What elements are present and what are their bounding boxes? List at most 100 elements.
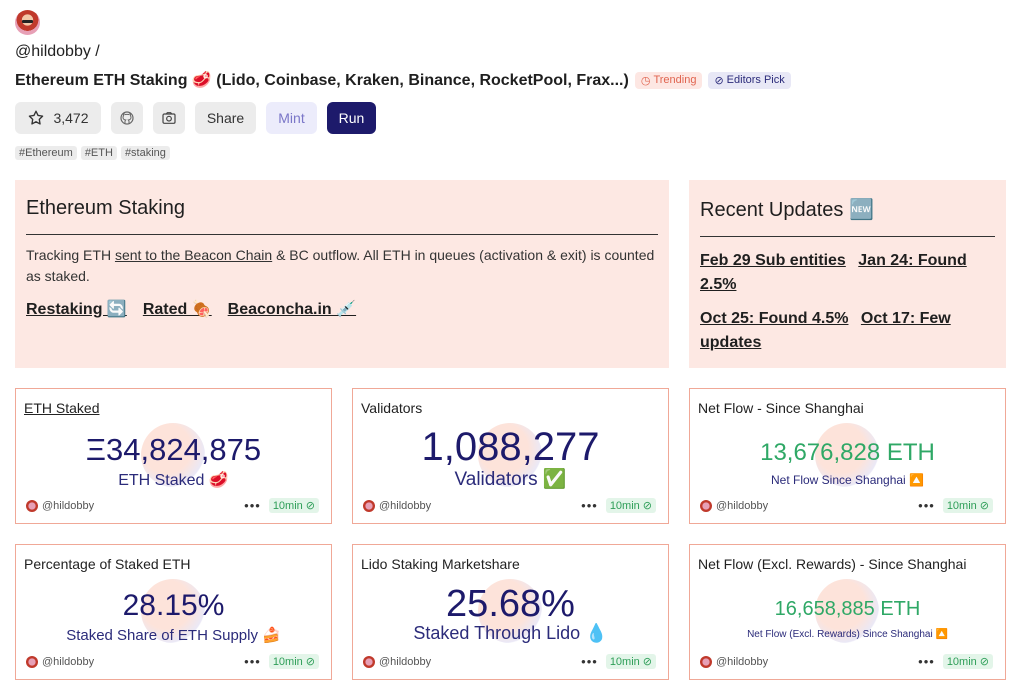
divider — [26, 234, 658, 235]
card-subtitle: Validators ✅ — [454, 469, 567, 490]
restaking-link[interactable]: Restaking 🔄 — [26, 301, 127, 318]
check-circle-icon: ⊘ — [714, 74, 724, 87]
tag-ethereum[interactable]: #Ethereum — [15, 146, 77, 160]
tag-eth[interactable]: #ETH — [80, 146, 117, 160]
refresh-badge: 10min ⊘ — [605, 498, 656, 513]
author-avatar-icon — [363, 499, 375, 512]
card-subtitle: Net Flow (Excl. Rewards) Since Shanghai … — [747, 629, 948, 640]
more-options-icon[interactable]: ••• — [581, 498, 598, 513]
trending-label: Trending — [653, 74, 697, 86]
divider — [700, 236, 995, 237]
dashboard-title-line: Ethereum ETH Staking 🥩 (Lido, Coinbase, … — [15, 70, 791, 90]
camera-icon — [162, 112, 176, 124]
tag-list: #Ethereum #ETH #staking — [15, 146, 170, 160]
more-options-icon[interactable]: ••• — [244, 654, 261, 669]
card-title[interactable]: ETH Staked — [24, 400, 100, 416]
author-avatar-icon — [26, 655, 38, 668]
refresh-badge: 10min ⊘ — [268, 654, 319, 669]
update-link[interactable]: Oct 25: Found 4.5% — [700, 310, 849, 327]
star-button[interactable]: 3,472 — [15, 102, 101, 134]
card-watermark — [141, 423, 205, 487]
run-button[interactable]: Run — [327, 102, 376, 134]
editors-pick-label: Editors Pick — [726, 74, 785, 86]
card-author[interactable]: @hildobby — [42, 499, 95, 512]
beacon-chain-link[interactable]: sent to the Beacon Chain — [114, 247, 273, 263]
card-footer: @hildobby ••• 10min ⊘ — [26, 654, 319, 669]
card-watermark — [815, 423, 879, 487]
beaconchain-link[interactable]: Beaconcha.in 💉 — [227, 301, 357, 318]
counter-card[interactable]: Lido Staking Marketshare 25.68% Staked T… — [352, 544, 669, 680]
counter-card[interactable]: Net Flow (Excl. Rewards) - Since Shangha… — [689, 544, 1006, 680]
author-avatar-icon — [26, 499, 38, 512]
check-circle-icon: ⊘ — [642, 500, 652, 512]
check-circle-icon: ⊘ — [979, 656, 989, 668]
toolbar: 3,472 Share Mint Run — [15, 102, 376, 134]
check-circle-icon: ⊘ — [305, 656, 315, 668]
intro-panel: Ethereum Staking Tracking ETH sent to th… — [15, 180, 669, 368]
updates-list: Feb 29 Sub entities Jan 24: Found 2.5% O… — [700, 249, 970, 355]
card-author[interactable]: @hildobby — [42, 655, 95, 668]
card-title: Net Flow (Excl. Rewards) - Since Shangha… — [698, 556, 967, 572]
check-circle-icon: ⊘ — [979, 500, 989, 512]
star-icon — [29, 110, 44, 125]
update-link[interactable]: Jan 24: Found 2.5% — [700, 252, 967, 293]
card-subtitle: Staked Share of ETH Supply 🍰 — [66, 627, 281, 644]
refresh-time: 10min — [609, 499, 640, 512]
card-title: Net Flow - Since Shanghai — [698, 400, 864, 416]
check-circle-icon: ⊘ — [305, 500, 315, 512]
update-link[interactable]: Oct 17: Few updates — [700, 310, 951, 351]
intro-text-start: Tracking ETH — [26, 247, 115, 263]
counter-card[interactable]: Percentage of Staked ETH 28.15% Staked S… — [15, 544, 332, 680]
mint-button[interactable]: Mint — [266, 102, 317, 134]
card-author[interactable]: @hildobby — [716, 499, 769, 512]
refresh-time: 10min — [272, 655, 303, 668]
star-count: 3,472 — [53, 110, 89, 126]
card-value: 16,658,885 ETH — [774, 598, 921, 620]
intro-text: Tracking ETH sent to the Beacon Chain & … — [26, 245, 658, 287]
more-options-icon[interactable]: ••• — [244, 498, 261, 513]
card-author[interactable]: @hildobby — [379, 655, 432, 668]
more-options-icon[interactable]: ••• — [918, 654, 935, 669]
card-value: 1,088,277 — [421, 425, 600, 469]
refresh-time: 10min — [272, 499, 303, 512]
card-footer: @hildobby ••• 10min ⊘ — [700, 654, 993, 669]
refresh-badge: 10min ⊘ — [942, 498, 993, 513]
card-author[interactable]: @hildobby — [379, 499, 432, 512]
recent-updates-panel: Recent Updates 🆕 Feb 29 Sub entities Jan… — [689, 180, 1006, 368]
author-breadcrumb[interactable]: @hildobby / — [15, 43, 100, 60]
card-footer: @hildobby ••• 10min ⊘ — [26, 498, 319, 513]
card-subtitle: Staked Through Lido 💧 — [413, 623, 608, 643]
rated-link[interactable]: Rated 🍖 — [142, 301, 212, 318]
card-watermark — [478, 423, 542, 487]
card-subtitle: ETH Staked 🥩 — [118, 472, 229, 489]
refresh-time: 10min — [609, 655, 640, 668]
counter-card[interactable]: Validators 1,088,277 Validators ✅ @hildo… — [352, 388, 669, 524]
screenshot-button[interactable] — [153, 102, 185, 134]
update-link[interactable]: Feb 29 Sub entities — [700, 252, 846, 269]
card-watermark — [815, 579, 879, 643]
counter-card[interactable]: ETH Staked Ξ34,824,875 ETH Staked 🥩 @hil… — [15, 388, 332, 524]
github-button[interactable] — [111, 102, 143, 134]
github-icon — [120, 111, 134, 125]
updates-title: Recent Updates 🆕 — [700, 199, 874, 221]
refresh-badge: 10min ⊘ — [942, 654, 993, 669]
avatar[interactable] — [15, 10, 40, 35]
intro-text-end: & BC outflow. All ETH in queues (activat… — [26, 247, 655, 284]
share-button[interactable]: Share — [195, 102, 256, 134]
counter-card[interactable]: Net Flow - Since Shanghai 13,676,828 ETH… — [689, 388, 1006, 524]
clock-icon: ◷ — [640, 74, 651, 87]
card-title: Validators — [361, 400, 423, 416]
card-title: Lido Staking Marketshare — [361, 556, 520, 572]
refresh-time: 10min — [946, 655, 977, 668]
tag-staking[interactable]: #staking — [120, 146, 170, 160]
more-options-icon[interactable]: ••• — [918, 498, 935, 513]
refresh-badge: 10min ⊘ — [268, 498, 319, 513]
author-avatar-icon — [700, 499, 712, 512]
trending-badge[interactable]: ◷ Trending — [634, 71, 703, 89]
card-watermark — [141, 579, 205, 643]
card-author[interactable]: @hildobby — [716, 655, 769, 668]
editors-pick-badge[interactable]: ⊘ Editors Pick — [708, 71, 791, 89]
author-avatar-icon — [700, 655, 712, 668]
card-value: Ξ34,824,875 — [85, 432, 262, 467]
more-options-icon[interactable]: ••• — [581, 654, 598, 669]
